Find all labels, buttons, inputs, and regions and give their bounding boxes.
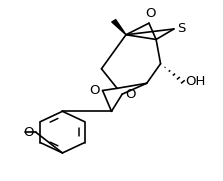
Text: O: O [23,126,34,139]
Text: O: O [89,84,99,97]
Text: S: S [178,22,186,35]
Text: OH: OH [186,75,206,88]
Text: O: O [125,88,136,101]
Polygon shape [112,20,126,35]
Text: O: O [145,7,155,20]
